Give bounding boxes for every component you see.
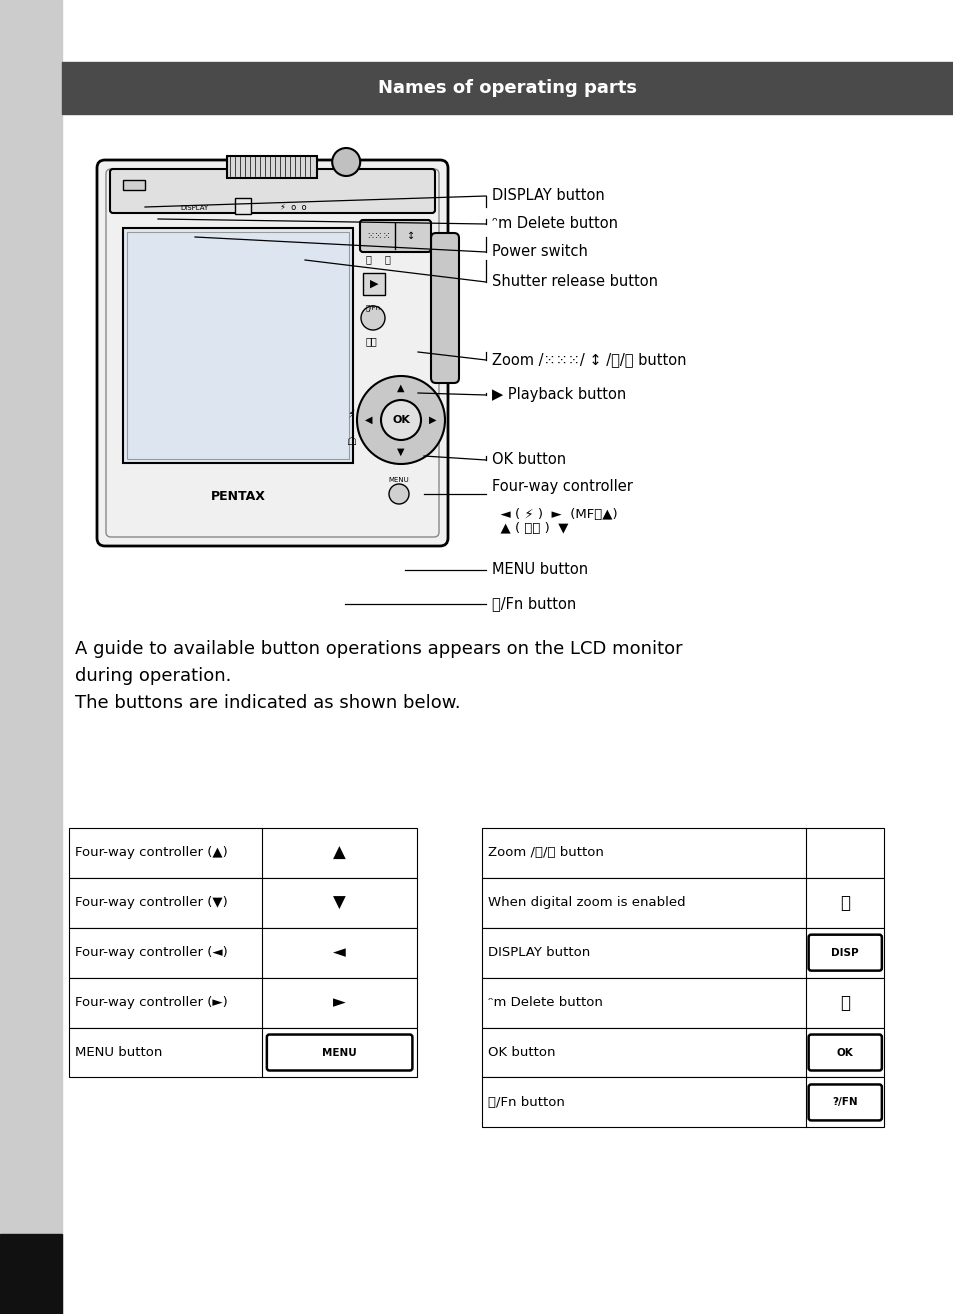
Text: ?/FN: ?/FN bbox=[832, 1097, 857, 1108]
Text: ▶: ▶ bbox=[429, 415, 436, 424]
Text: DISP: DISP bbox=[831, 947, 858, 958]
Text: OK button: OK button bbox=[492, 452, 565, 468]
Bar bbox=[481, 878, 883, 928]
Bar bbox=[363, 273, 385, 296]
Bar bbox=[69, 1028, 416, 1077]
Text: ▲ ( ⏳⎕ )  ▼: ▲ ( ⏳⎕ ) ▼ bbox=[492, 522, 568, 535]
Text: 🔍: 🔍 bbox=[840, 894, 849, 912]
Circle shape bbox=[356, 376, 444, 464]
Text: ⚡  o  o: ⚡ o o bbox=[280, 204, 306, 213]
Text: ▲: ▲ bbox=[333, 844, 346, 862]
FancyBboxPatch shape bbox=[808, 1034, 881, 1071]
Text: ᵔm Delete button: ᵔm Delete button bbox=[492, 217, 618, 231]
Text: DISPLAY button: DISPLAY button bbox=[492, 188, 604, 204]
Text: Four-way controller (◄): Four-way controller (◄) bbox=[74, 946, 227, 959]
Text: ❓/Fn: ❓/Fn bbox=[365, 305, 380, 311]
Bar bbox=[481, 1028, 883, 1077]
Text: ▶ Playback button: ▶ Playback button bbox=[492, 388, 625, 402]
Text: DISPLAY button: DISPLAY button bbox=[487, 946, 589, 959]
Bar bbox=[127, 233, 349, 459]
Circle shape bbox=[380, 399, 420, 440]
Bar bbox=[481, 828, 883, 878]
Text: 🗑: 🗑 bbox=[840, 993, 849, 1012]
Bar bbox=[69, 828, 416, 878]
Text: MENU button: MENU button bbox=[74, 1046, 162, 1059]
Text: Four-way controller (►): Four-way controller (►) bbox=[74, 996, 227, 1009]
Text: ⚡: ⚡ bbox=[347, 410, 355, 420]
Text: MENU: MENU bbox=[388, 477, 409, 484]
Bar bbox=[69, 878, 416, 928]
Text: ▼: ▼ bbox=[333, 894, 346, 912]
Text: Power switch: Power switch bbox=[492, 244, 587, 259]
Text: Names of operating parts: Names of operating parts bbox=[378, 79, 637, 97]
Bar bbox=[69, 928, 416, 978]
Text: Four-way controller (▼): Four-way controller (▼) bbox=[74, 896, 227, 909]
FancyBboxPatch shape bbox=[267, 1034, 412, 1071]
FancyBboxPatch shape bbox=[97, 160, 448, 547]
Bar bbox=[123, 229, 353, 463]
Text: Zoom /⌖/⌕ button: Zoom /⌖/⌕ button bbox=[487, 846, 603, 859]
Text: A guide to available button operations appears on the LCD monitor
during operati: A guide to available button operations a… bbox=[75, 640, 682, 712]
Text: OK: OK bbox=[836, 1047, 853, 1058]
Text: ᵔm Delete button: ᵔm Delete button bbox=[487, 996, 602, 1009]
Bar bbox=[227, 156, 316, 177]
Circle shape bbox=[389, 484, 409, 505]
Text: When digital zoom is enabled: When digital zoom is enabled bbox=[487, 896, 684, 909]
Text: ►: ► bbox=[333, 993, 346, 1012]
Text: ❓/Fn button: ❓/Fn button bbox=[487, 1096, 564, 1109]
FancyBboxPatch shape bbox=[431, 233, 458, 382]
Text: ▼: ▼ bbox=[396, 447, 404, 457]
Bar bbox=[481, 978, 883, 1028]
Circle shape bbox=[332, 148, 360, 176]
Text: ▶: ▶ bbox=[370, 279, 377, 289]
FancyBboxPatch shape bbox=[110, 170, 435, 213]
Text: OK button: OK button bbox=[487, 1046, 555, 1059]
FancyBboxPatch shape bbox=[808, 934, 881, 971]
Text: Shutter release button: Shutter release button bbox=[492, 275, 658, 289]
Bar bbox=[0, 1234, 62, 1314]
Text: Four-way controller (▲): Four-way controller (▲) bbox=[74, 846, 227, 859]
FancyBboxPatch shape bbox=[359, 219, 431, 252]
Text: OK: OK bbox=[392, 415, 410, 424]
Bar bbox=[0, 0, 62, 1314]
Text: ▲: ▲ bbox=[396, 382, 404, 393]
FancyBboxPatch shape bbox=[808, 1084, 881, 1121]
Text: ⌖: ⌖ bbox=[366, 254, 372, 264]
Text: DISPLAY: DISPLAY bbox=[180, 205, 208, 212]
Bar bbox=[69, 978, 416, 1028]
Text: Zoom /⁙⁙⁙/ ↕ /⌖/⌕ button: Zoom /⁙⁙⁙/ ↕ /⌖/⌕ button bbox=[492, 352, 686, 368]
Text: ◄ ( ⚡ )  ►  (MF⛰▲): ◄ ( ⚡ ) ► (MF⛰▲) bbox=[492, 509, 617, 520]
Text: MENU button: MENU button bbox=[492, 562, 587, 577]
Text: ☖: ☖ bbox=[346, 438, 355, 447]
Bar bbox=[234, 198, 251, 214]
Text: ❓/Fn button: ❓/Fn button bbox=[492, 597, 576, 611]
Bar bbox=[123, 180, 145, 191]
Text: ◀: ◀ bbox=[365, 415, 373, 424]
Bar bbox=[481, 1077, 883, 1127]
Text: PENTAX: PENTAX bbox=[211, 490, 265, 502]
Bar bbox=[62, 62, 953, 114]
Bar bbox=[481, 928, 883, 978]
Text: ⁙⁙⁙: ⁙⁙⁙ bbox=[366, 231, 391, 240]
Text: Four-way controller: Four-way controller bbox=[492, 480, 632, 494]
Text: ⏲⎕: ⏲⎕ bbox=[366, 336, 377, 346]
Text: ↕: ↕ bbox=[407, 231, 415, 240]
Text: ⌕: ⌕ bbox=[385, 254, 391, 264]
Text: MENU: MENU bbox=[322, 1047, 356, 1058]
Circle shape bbox=[360, 306, 385, 330]
Text: ◄: ◄ bbox=[333, 943, 346, 962]
